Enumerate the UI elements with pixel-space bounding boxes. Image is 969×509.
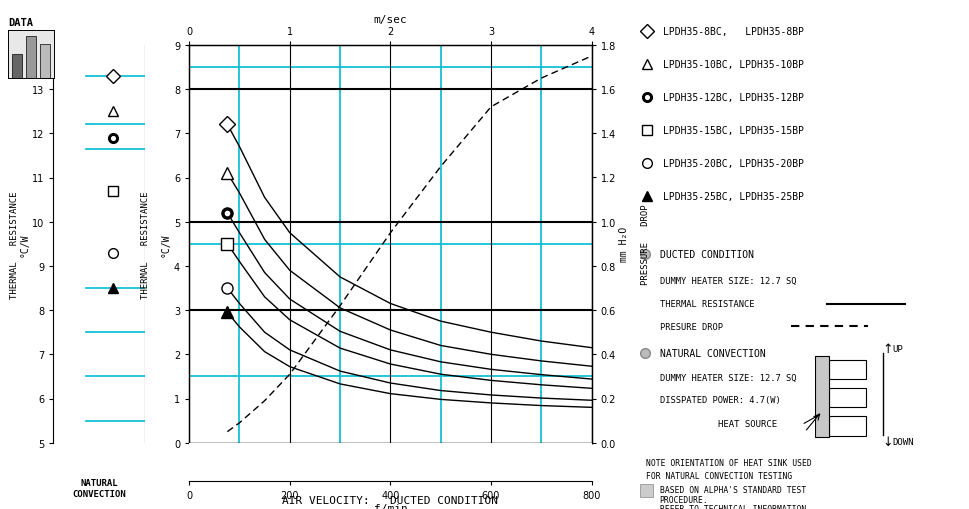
Text: DUMMY HEATER SIZE: 12.7 SQ: DUMMY HEATER SIZE: 12.7 SQ [659,276,796,286]
Y-axis label: mm H₂O: mm H₂O [618,227,628,262]
Bar [26,37,36,79]
Bar [828,360,864,380]
Text: THERMAL   RESISTANCE: THERMAL RESISTANCE [141,191,150,298]
Text: ↓: ↓ [882,435,892,448]
Text: PROCEDURE.: PROCEDURE. [659,495,707,504]
Text: UP: UP [891,344,902,353]
Bar [828,388,864,408]
Text: LPDH35-8BC,   LPDH35-8BP: LPDH35-8BC, LPDH35-8BP [663,26,803,37]
X-axis label: f/min: f/min [373,503,407,509]
Text: NOTE ORIENTATION OF HEAT SINK USED: NOTE ORIENTATION OF HEAT SINK USED [645,458,811,467]
Text: LPDH35-10BC, LPDH35-10BP: LPDH35-10BC, LPDH35-10BP [663,60,803,70]
Text: BASED ON ALPHA'S STANDARD TEST: BASED ON ALPHA'S STANDARD TEST [659,485,805,494]
Y-axis label: °C/W: °C/W [161,233,171,256]
Bar [12,54,22,79]
Text: PRESSURE   DROP: PRESSURE DROP [640,204,649,285]
Text: NATURAL CONVECTION: NATURAL CONVECTION [659,349,765,359]
Text: LPDH35-20BC, LPDH35-20BP: LPDH35-20BC, LPDH35-20BP [663,159,803,169]
Text: DATA: DATA [8,18,33,28]
X-axis label: m/sec: m/sec [373,15,407,24]
Bar [828,416,864,436]
Text: LPDH35-25BC, LPDH35-25BP: LPDH35-25BC, LPDH35-25BP [663,192,803,202]
Text: DOWN: DOWN [891,437,913,446]
Text: NATURAL
CONVECTION: NATURAL CONVECTION [73,478,126,498]
Bar [814,357,828,438]
Text: LPDH35-15BC, LPDH35-15BP: LPDH35-15BC, LPDH35-15BP [663,126,803,136]
Text: LPDH35-12BC, LPDH35-12BP: LPDH35-12BC, LPDH35-12BP [663,93,803,103]
Text: DISSPATED POWER: 4.7(W): DISSPATED POWER: 4.7(W) [659,395,779,404]
Text: FOR NATURAL CONVECTION TESTING: FOR NATURAL CONVECTION TESTING [645,471,792,480]
Text: ↑: ↑ [882,342,892,355]
Text: PRESURE DROP: PRESURE DROP [659,322,722,331]
Text: THERMAL RESISTANCE: THERMAL RESISTANCE [659,300,753,309]
Y-axis label: °C/W: °C/W [19,233,29,256]
Text: REFER TO TECHNICAL INFORMATION.: REFER TO TECHNICAL INFORMATION. [659,504,810,509]
Text: AIR VELOCITY:   DUCTED CONDITION: AIR VELOCITY: DUCTED CONDITION [282,495,498,505]
Bar [640,484,652,497]
Text: DUMMY HEATER SIZE: 12.7 SQ: DUMMY HEATER SIZE: 12.7 SQ [659,374,796,383]
Text: HEAT SOURCE: HEAT SOURCE [717,419,776,428]
Text: DUCTED CONDITION: DUCTED CONDITION [659,249,753,260]
Text: THERMAL   RESISTANCE: THERMAL RESISTANCE [10,191,19,298]
Bar [40,45,50,79]
